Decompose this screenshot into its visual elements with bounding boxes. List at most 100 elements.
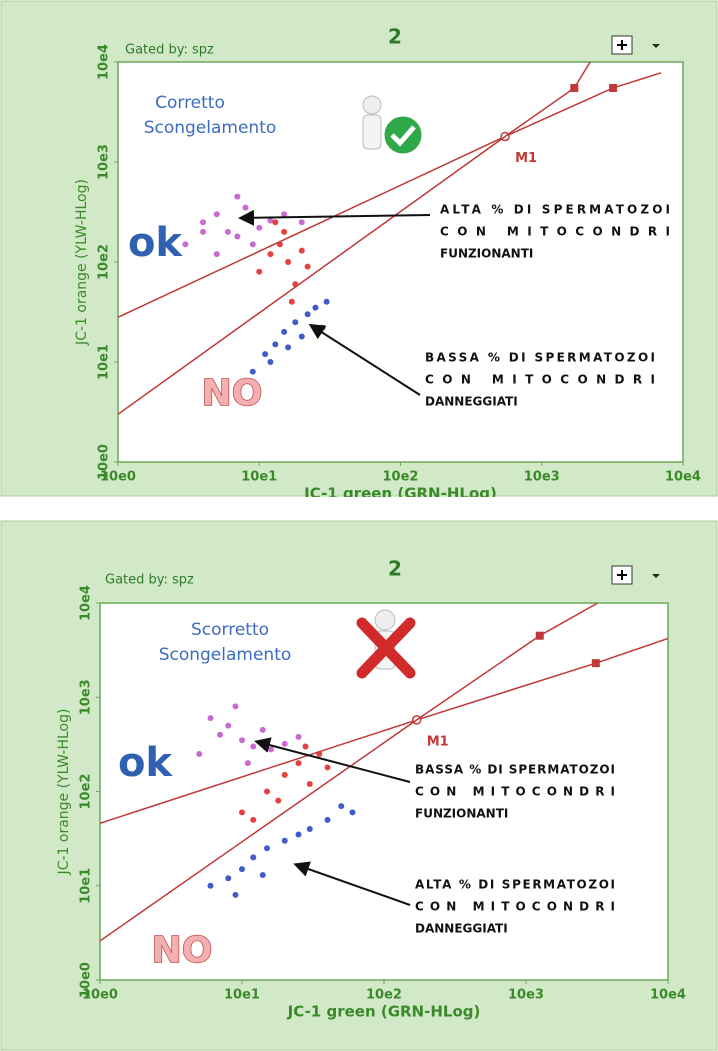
y-tick-label: 10e0 [97,444,112,480]
x-tick-label: 10e1 [224,988,260,1003]
scatter-point [268,746,274,752]
chart-title: 2 [388,25,402,49]
scatter-point [250,744,256,750]
scatter-point [260,872,266,878]
annotation: DANNEGGIATI [425,395,518,409]
annotation: Scorretto [191,620,269,640]
gate-handle [570,84,578,92]
scatter-point [267,359,273,365]
scatter-point [256,269,262,275]
y-tick-label: 10e4 [97,44,112,80]
scatter-point [324,817,330,823]
scatter-point [307,826,313,832]
scatter-point [200,229,206,235]
scatter-point [299,219,305,225]
y-tick-label: 10e3 [97,144,112,180]
x-tick-label: 10e2 [383,470,419,485]
y-axis-label: JC-1 orange (YLW-HLog) [56,709,72,876]
scatter-point [243,205,249,211]
chart-title: 2 [388,557,402,581]
scatter-point [305,264,311,270]
scatter-point [324,299,330,305]
annotation: Corretto [155,93,225,113]
scatter-point [262,351,268,357]
scatter-point [292,319,298,325]
annotation: FUNZIONANTI [440,247,533,261]
gate-handle [592,659,600,667]
annotation: BASSA % DI SPERMATOZOI [415,763,615,777]
scatter-point [285,344,291,350]
scatter-point [250,241,256,247]
scatter-point [282,741,288,747]
scatter-point [200,219,206,225]
scatter-point [239,866,245,872]
gate-handle [536,632,544,640]
person-head [363,96,381,114]
scatter-point [299,248,305,254]
scatter-point [302,744,308,750]
scatter-point [182,241,188,247]
scatter-point [214,211,220,217]
x-tick-label: 10e4 [665,470,701,485]
scatter-point [264,789,270,795]
y-tick-label: 10e4 [79,585,94,621]
page: 2 Gated by: spz 10e0 10e1 10e2 10e3 10e4 10e0 10… [0,0,718,1051]
x-tick-label: 10e2 [366,988,402,1003]
scatter-point [307,781,313,787]
scatter-point [225,875,231,881]
scatter-point [234,194,240,200]
y-tick-label: 10e2 [79,774,94,810]
scatter-point [272,219,278,225]
scatter-point [225,723,231,729]
scatter-point [285,259,291,265]
scatter-point [275,798,281,804]
x-tick-label: 10e4 [650,988,686,1003]
scatter-point [250,817,256,823]
scatter-point [312,305,318,311]
scatter-point [239,737,245,743]
y-tick-label: 10e3 [79,679,94,715]
scatter-point [245,760,251,766]
person-head [375,610,395,630]
scatter-point [234,233,240,239]
x-tick-label: 10e3 [524,470,560,485]
annotation: NO [152,930,213,971]
annotation: ok [128,220,183,266]
check-icon [383,115,423,155]
scatter-point [299,333,305,339]
scatter-point [305,311,311,317]
y-tick-label: 10e0 [79,962,94,998]
scatter-point [281,229,287,235]
scatter-point [207,883,213,889]
gate-handle [609,84,617,92]
scatter-point [349,809,355,815]
y-tick-label: 10e1 [79,868,94,904]
scatter-point [267,251,273,257]
scatter-point [217,732,223,738]
scatter-point [207,715,213,721]
scatter-point [319,325,325,331]
x-axis-label: JC-1 green (GRN-HLog) [303,485,497,498]
gated-label: Gated by: spz [105,573,194,588]
scatter-point [338,803,344,809]
scatter-point [233,892,239,898]
scatter-point [225,229,231,235]
scatter-point [214,251,220,257]
scatter-point [296,760,302,766]
annotation: NO [202,373,263,414]
y-axis-label: JC-1 orange (YLW-HLog) [74,179,90,346]
scatter-point [289,299,295,305]
scatter-point [260,727,266,733]
x-tick-label: 10e3 [508,988,544,1003]
scatter-point [256,225,262,231]
annotation: FUNZIONANTI [415,807,508,821]
scatter-point [296,734,302,740]
gated-label: Gated by: spz [125,43,214,58]
x-axis-label: JC-1 green (GRN-HLog) [287,1003,481,1021]
y-tick-label: 10e2 [97,244,112,280]
scatter-point [272,341,278,347]
gate-label: M1 [427,734,449,749]
scatter-point [233,703,239,709]
